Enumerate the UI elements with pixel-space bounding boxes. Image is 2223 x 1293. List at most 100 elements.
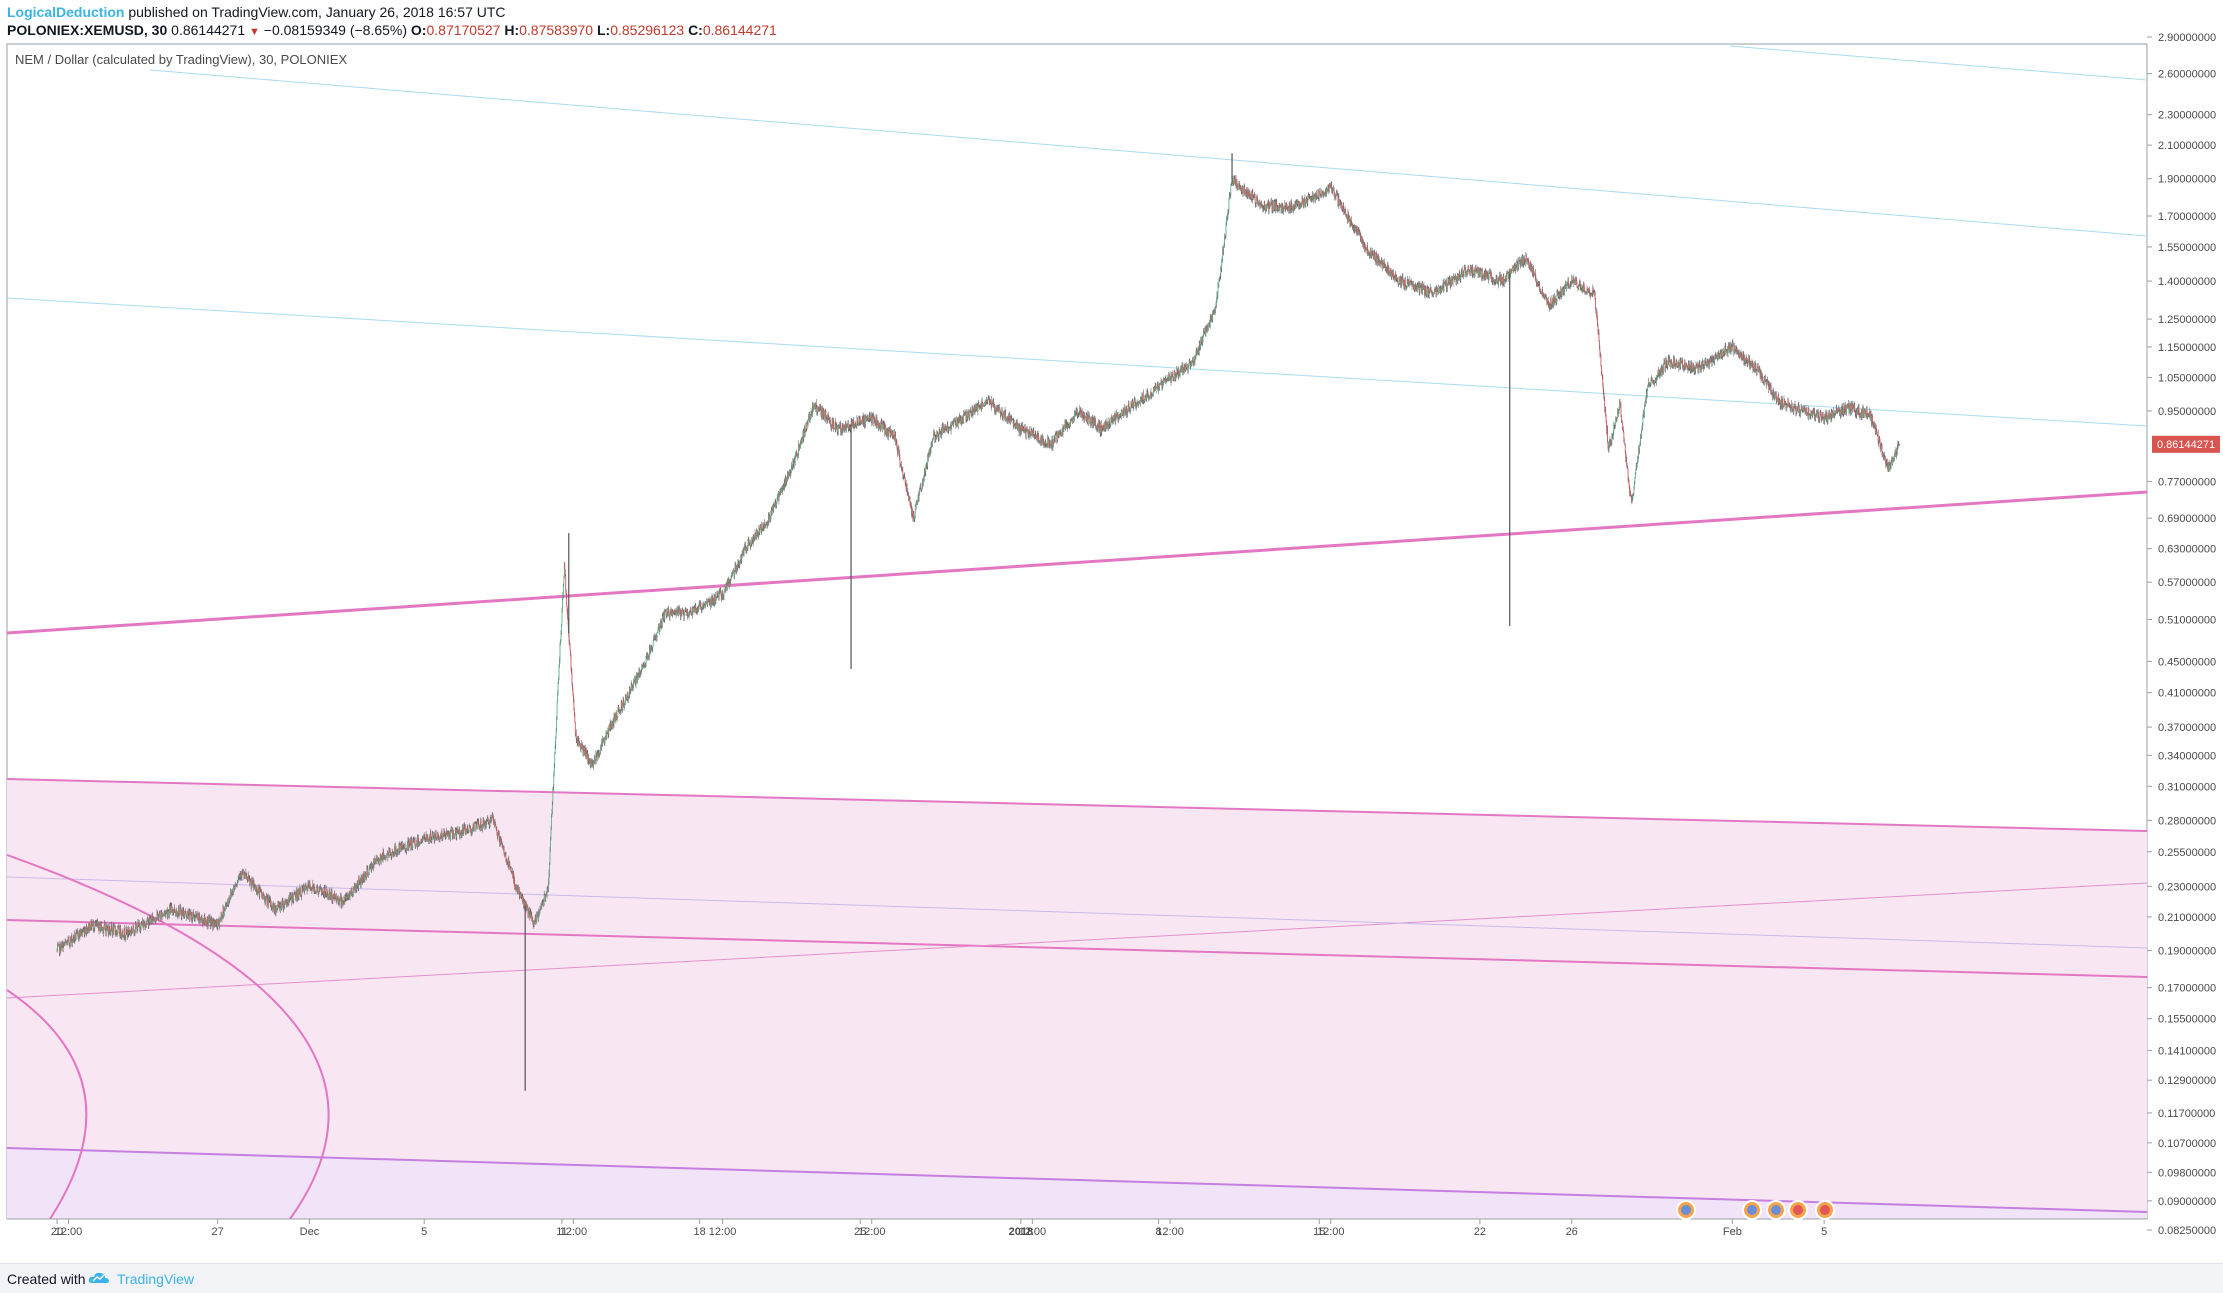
candle-body bbox=[1099, 423, 1100, 427]
candle-body bbox=[865, 417, 866, 424]
candle-body bbox=[919, 489, 920, 494]
candle-body bbox=[133, 925, 134, 930]
candle-body bbox=[474, 823, 475, 830]
candle-body bbox=[562, 611, 563, 624]
candle-body bbox=[802, 439, 803, 440]
candle-body bbox=[1088, 419, 1089, 423]
candle-body bbox=[571, 655, 572, 668]
channel-fill bbox=[7, 779, 2147, 1219]
candle-body bbox=[132, 930, 133, 931]
candle-body bbox=[1045, 441, 1046, 444]
candle-body bbox=[236, 886, 237, 887]
candle-body bbox=[770, 513, 771, 519]
candle-body bbox=[1038, 434, 1039, 441]
candle-body bbox=[1217, 286, 1218, 296]
candle-body bbox=[833, 420, 834, 428]
candle-body bbox=[1050, 446, 1051, 448]
candle-body bbox=[300, 888, 301, 896]
candle-body bbox=[186, 911, 187, 916]
candle-body bbox=[1164, 380, 1165, 381]
candle-body bbox=[1129, 403, 1130, 408]
candle-body bbox=[1221, 261, 1222, 269]
candle-body bbox=[1121, 411, 1122, 416]
candle-body bbox=[550, 840, 551, 850]
candle-body bbox=[1156, 388, 1157, 391]
candle-body bbox=[557, 703, 558, 717]
candle-body bbox=[554, 753, 555, 764]
candle-body bbox=[1180, 372, 1181, 376]
candle-body bbox=[605, 740, 606, 744]
candle-body bbox=[1047, 438, 1048, 447]
candle-body bbox=[386, 855, 387, 858]
candle-body bbox=[715, 600, 716, 602]
candle-body bbox=[1056, 434, 1057, 439]
candle-body bbox=[496, 825, 497, 827]
price-chart[interactable]: 2.900000002.600000002.300000002.10000000… bbox=[0, 0, 2223, 1263]
candle-body bbox=[1188, 364, 1189, 367]
candle-body bbox=[949, 429, 950, 430]
candle-body bbox=[900, 457, 901, 465]
candle-body bbox=[967, 414, 968, 418]
candle-body bbox=[657, 633, 658, 638]
candle-body bbox=[915, 506, 916, 517]
candle-body bbox=[216, 920, 217, 925]
candle-body bbox=[694, 608, 695, 612]
candle-body bbox=[1122, 410, 1123, 414]
candle-body bbox=[848, 423, 849, 428]
candle-body bbox=[885, 426, 886, 428]
candle-body bbox=[1070, 422, 1071, 425]
candle-body bbox=[168, 912, 169, 916]
candle-body bbox=[282, 900, 283, 906]
candle-body bbox=[968, 411, 969, 415]
candle-body bbox=[317, 887, 318, 890]
candle-body bbox=[572, 672, 573, 684]
candle-body bbox=[549, 864, 550, 874]
candle-body bbox=[1242, 187, 1243, 194]
candle-body bbox=[662, 616, 663, 626]
candle-body bbox=[334, 893, 335, 897]
candle-body bbox=[504, 846, 505, 853]
candle-body bbox=[60, 951, 61, 953]
candle-body bbox=[292, 895, 293, 900]
candle-body bbox=[544, 895, 545, 903]
candle-body bbox=[122, 931, 123, 935]
candle-body bbox=[664, 611, 665, 619]
candle-body bbox=[797, 455, 798, 456]
candle-body bbox=[659, 626, 660, 628]
candle-body bbox=[170, 906, 171, 912]
candle-body bbox=[917, 500, 918, 504]
candle-body bbox=[117, 928, 118, 933]
candle-body bbox=[1238, 186, 1239, 187]
candle-body bbox=[174, 908, 175, 912]
candle-body bbox=[880, 423, 881, 430]
candle-body bbox=[562, 598, 563, 611]
candle-body bbox=[523, 896, 524, 898]
candle-body bbox=[1208, 324, 1209, 330]
candle-body bbox=[565, 576, 566, 590]
candle-body bbox=[93, 922, 94, 929]
candle-body bbox=[652, 646, 653, 649]
candle-body bbox=[551, 817, 552, 827]
candle-body bbox=[457, 829, 458, 831]
candle-body bbox=[363, 874, 364, 880]
candle-body bbox=[467, 827, 468, 830]
candle-body bbox=[1228, 199, 1229, 211]
candle-body bbox=[808, 419, 809, 422]
candle-body bbox=[1003, 413, 1004, 418]
candle-body bbox=[1018, 425, 1019, 430]
candle-body bbox=[1064, 429, 1065, 431]
candle-body bbox=[1055, 435, 1056, 441]
candle-body bbox=[824, 411, 825, 417]
candle-body bbox=[734, 572, 735, 576]
candle-body bbox=[1089, 415, 1090, 416]
candle-body bbox=[921, 486, 922, 489]
candle-body bbox=[509, 863, 510, 867]
candle-body bbox=[427, 836, 428, 840]
candle-body bbox=[806, 424, 807, 429]
candle-body bbox=[559, 666, 560, 680]
candle-body bbox=[159, 913, 160, 916]
candle-body bbox=[558, 683, 559, 694]
candle-body bbox=[431, 840, 432, 842]
candle-body bbox=[552, 791, 553, 801]
candle-body bbox=[564, 563, 565, 570]
